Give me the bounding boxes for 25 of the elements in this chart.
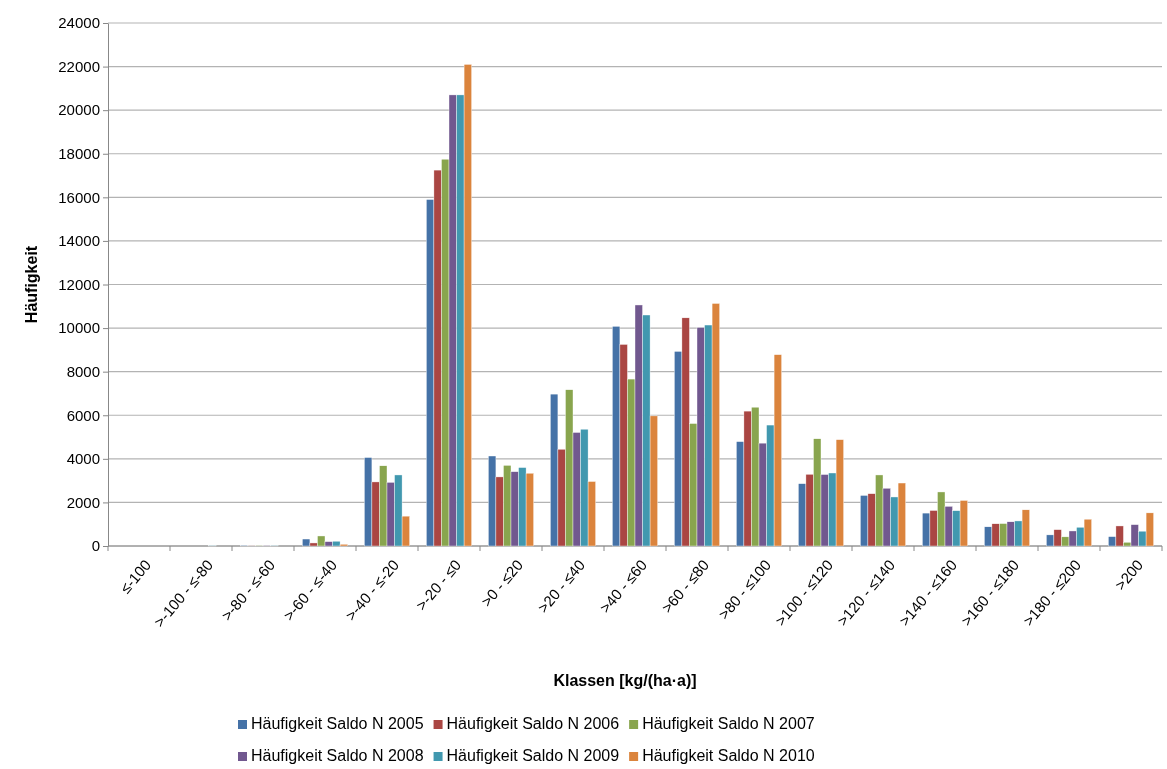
y-tick-label: 6000 <box>66 406 100 424</box>
x-axis-title: Klassen [kg/(ha·a)] <box>553 672 697 689</box>
legend-label: Häufigkeit Saldo N 2007 <box>642 715 815 732</box>
y-tick-label: 8000 <box>66 362 100 380</box>
y-tick-label: 22000 <box>58 57 100 75</box>
x-tick-label: >20 - ≤40 <box>534 556 589 617</box>
legend-label: Häufigkeit Saldo N 2010 <box>642 747 815 764</box>
legend-label: Häufigkeit Saldo N 2008 <box>251 747 424 764</box>
y-tick-label: 16000 <box>58 188 100 206</box>
y-tick-label: 20000 <box>58 101 100 119</box>
y-tick-label: 12000 <box>58 275 100 293</box>
y-tick-label: 0 <box>91 537 100 555</box>
legend-label: Häufigkeit Saldo N 2005 <box>251 715 424 732</box>
y-tick-label: 18000 <box>58 145 100 163</box>
y-tick-label: 24000 <box>58 14 100 32</box>
x-tick-label: >0 - ≤20 <box>477 556 527 610</box>
y-tick-label: 4000 <box>66 450 100 468</box>
legend-label: Häufigkeit Saldo N 2009 <box>446 747 620 764</box>
x-tick-label: >60 - ≤80 <box>658 556 713 617</box>
y-axis-title: Häufigkeit <box>23 245 40 324</box>
y-tick-label: 10000 <box>58 319 100 337</box>
legend-label: Häufigkeit Saldo N 2006 <box>446 715 620 732</box>
y-tick-label: 2000 <box>66 493 100 511</box>
x-tick-label: >40 - ≤60 <box>596 556 651 617</box>
y-tick-label: 14000 <box>58 232 100 250</box>
